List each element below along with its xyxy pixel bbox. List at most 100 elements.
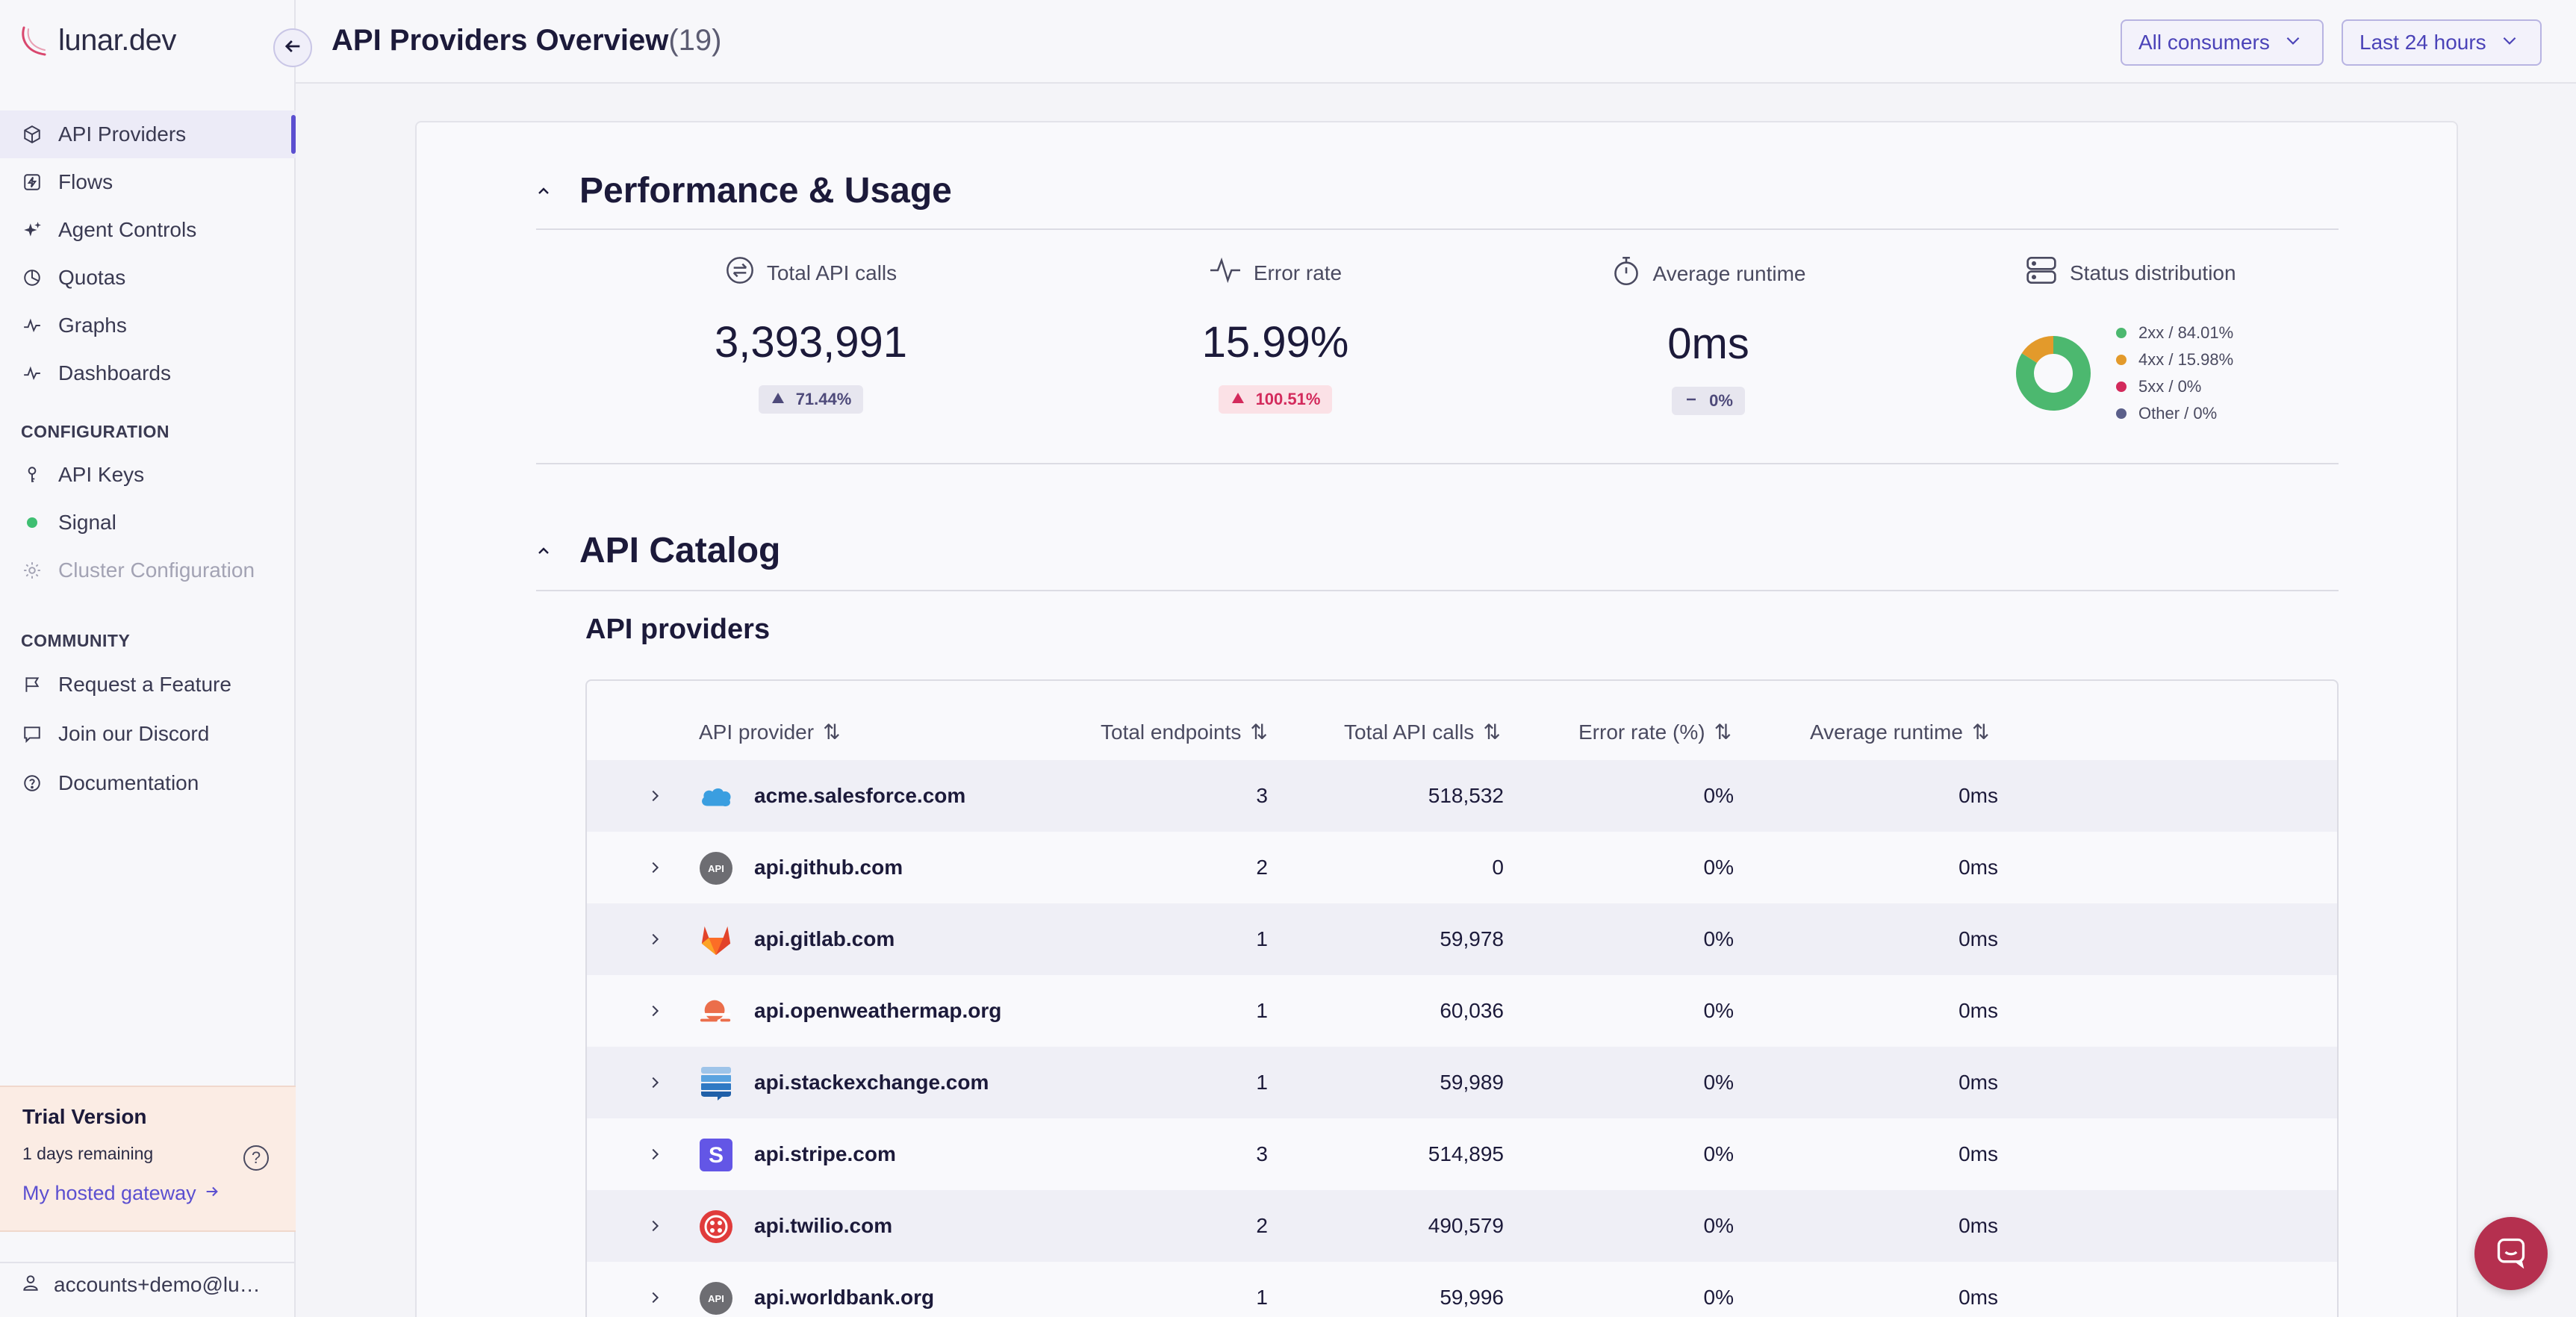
provider-count: (19)	[668, 24, 722, 57]
sidebar-item-agent-controls[interactable]: Agent Controls	[0, 206, 296, 254]
providers-subtitle: API providers	[585, 614, 771, 645]
sort-icon: ⇅	[1250, 720, 1268, 744]
sidebar-item-cluster-configuration[interactable]: Cluster Configuration	[0, 547, 296, 594]
error-rate-cell: 0%	[1703, 927, 1734, 950]
svg-text:API: API	[708, 1293, 724, 1304]
sidebar-item-signal[interactable]: Signal	[0, 499, 296, 547]
sidebar-item-discord[interactable]: Join our Discord	[0, 709, 296, 759]
column-header-calls[interactable]: Total API calls ⇅	[1344, 720, 1501, 744]
metric-label: Error rate	[1253, 261, 1343, 284]
hosted-gateway-link[interactable]: My hosted gateway	[22, 1182, 273, 1205]
sidebar-item-documentation[interactable]: Documentation	[0, 759, 296, 808]
column-label: Error rate (%)	[1578, 720, 1705, 744]
sidebar-item-label: Request a Feature	[58, 673, 231, 696]
provider-name[interactable]: api.openweathermap.org	[754, 999, 1002, 1022]
support-chat-button[interactable]	[2474, 1217, 2548, 1290]
change-value: 71.44%	[795, 390, 852, 408]
help-icon[interactable]: ?	[243, 1145, 269, 1171]
column-label: Total endpoints	[1101, 720, 1242, 744]
sidebar-item-api-keys[interactable]: API Keys	[0, 451, 296, 499]
endpoints-cell: 2	[1256, 1214, 1268, 1237]
legend-dot	[2116, 408, 2127, 419]
sidebar-item-flows[interactable]: Flows	[0, 158, 296, 206]
runtime-cell: 0ms	[1959, 1286, 1998, 1309]
calls-cell: 60,036	[1440, 999, 1504, 1022]
table-row[interactable]: api.openweathermap.org 1 60,036 0% 0ms	[587, 975, 2337, 1047]
sparkle-icon	[21, 219, 43, 241]
calls-cell: 514,895	[1428, 1142, 1504, 1165]
table-row[interactable]: api.gitlab.com 1 59,978 0% 0ms	[587, 903, 2337, 975]
arrow-right-icon	[204, 1182, 220, 1205]
svg-text:S: S	[709, 1143, 724, 1168]
provider-name[interactable]: api.gitlab.com	[754, 927, 895, 950]
change-value: 0%	[1709, 391, 1733, 410]
sidebar-item-request-feature[interactable]: Request a Feature	[0, 660, 296, 709]
sidebar-item-label: API Providers	[58, 122, 187, 146]
metric-value: 0ms	[1667, 320, 1749, 368]
table-row[interactable]: api.twilio.com 2 490,579 0% 0ms	[587, 1190, 2337, 1262]
change-badge: 100.51%	[1218, 385, 1333, 414]
calls-cell: 59,989	[1440, 1071, 1504, 1094]
stackexchange-logo-icon	[699, 1066, 733, 1100]
chevron-right-icon[interactable]	[647, 930, 663, 952]
collapse-sidebar-button[interactable]	[273, 28, 312, 67]
legend-item-2xx: 2xx / 84.01%	[2116, 320, 2233, 346]
performance-section-header[interactable]: Performance & Usage	[535, 170, 952, 211]
sidebar-item-api-providers[interactable]: API Providers	[0, 110, 296, 158]
status-legend: 2xx / 84.01% 4xx / 15.98% 5xx / 0% Other…	[2116, 320, 2233, 427]
salesforce-logo-icon	[699, 779, 733, 814]
consumers-dropdown[interactable]: All consumers	[2121, 19, 2324, 66]
provider-name[interactable]: api.github.com	[754, 856, 903, 879]
performance-title: Performance & Usage	[579, 171, 952, 211]
provider-name[interactable]: api.stripe.com	[754, 1142, 896, 1165]
table-row[interactable]: acme.salesforce.com 3 518,532 0% 0ms	[587, 760, 2337, 832]
chevron-right-icon[interactable]	[647, 1217, 663, 1239]
table-row[interactable]: API api.worldbank.org 1 59,996 0% 0ms	[587, 1262, 2337, 1317]
community-heading: COMMUNITY	[21, 631, 131, 650]
status-dot-icon	[21, 511, 43, 534]
sidebar-item-dashboards[interactable]: Dashboards	[0, 349, 296, 397]
table-row[interactable]: api.stackexchange.com 1 59,989 0% 0ms	[587, 1047, 2337, 1118]
column-header-endpoints[interactable]: Total endpoints ⇅	[1101, 720, 1268, 744]
sidebar-item-graphs[interactable]: Graphs	[0, 302, 296, 349]
provider-name[interactable]: acme.salesforce.com	[754, 784, 966, 807]
page-title-text: API Providers Overview	[332, 24, 669, 57]
account-email: accounts+demo@lu…	[54, 1273, 261, 1296]
column-header-provider[interactable]: API provider ⇅	[699, 720, 841, 744]
table-row[interactable]: API api.github.com 2 0 0% 0ms	[587, 832, 2337, 903]
runtime-cell: 0ms	[1959, 1214, 1998, 1237]
api-logo-icon: API	[699, 851, 733, 885]
status-distribution: Status distribution	[2025, 255, 2324, 290]
chevron-up-icon[interactable]	[535, 182, 553, 200]
chevron-right-icon[interactable]	[647, 1145, 663, 1167]
column-header-runtime[interactable]: Average runtime ⇅	[1810, 720, 1989, 744]
sidebar-item-quotas[interactable]: Quotas	[0, 254, 296, 302]
server-icon	[2025, 255, 2058, 290]
chevron-right-icon[interactable]	[647, 1074, 663, 1095]
error-rate-cell: 0%	[1703, 1214, 1734, 1237]
stripe-logo-icon: S	[699, 1138, 733, 1172]
chevron-right-icon[interactable]	[647, 1289, 663, 1310]
status-distribution-label: Status distribution	[2070, 261, 2236, 284]
chevron-up-icon[interactable]	[535, 542, 553, 560]
time-range-dropdown[interactable]: Last 24 hours	[2342, 19, 2542, 66]
calls-cell: 490,579	[1428, 1214, 1504, 1237]
provider-name[interactable]: api.stackexchange.com	[754, 1071, 989, 1094]
provider-name[interactable]: api.twilio.com	[754, 1214, 893, 1237]
legend-label: 5xx / 0%	[2138, 377, 2202, 396]
chevron-right-icon[interactable]	[647, 787, 663, 809]
logo[interactable]: lunar.dev	[19, 24, 176, 57]
chevron-right-icon[interactable]	[647, 1002, 663, 1024]
bolt-icon	[21, 171, 43, 193]
legend-dot	[2116, 382, 2127, 392]
catalog-section-header[interactable]: API Catalog	[535, 530, 780, 571]
chevron-right-icon[interactable]	[647, 859, 663, 880]
provider-name[interactable]: api.worldbank.org	[754, 1286, 935, 1309]
runtime-cell: 0ms	[1959, 856, 1998, 879]
dash-icon	[1684, 391, 1699, 411]
column-header-error-rate[interactable]: Error rate (%) ⇅	[1578, 720, 1732, 744]
sidebar-item-label: Graphs	[58, 314, 127, 337]
svg-text:API: API	[708, 863, 724, 874]
account-menu[interactable]: accounts+demo@lu…	[0, 1262, 296, 1307]
